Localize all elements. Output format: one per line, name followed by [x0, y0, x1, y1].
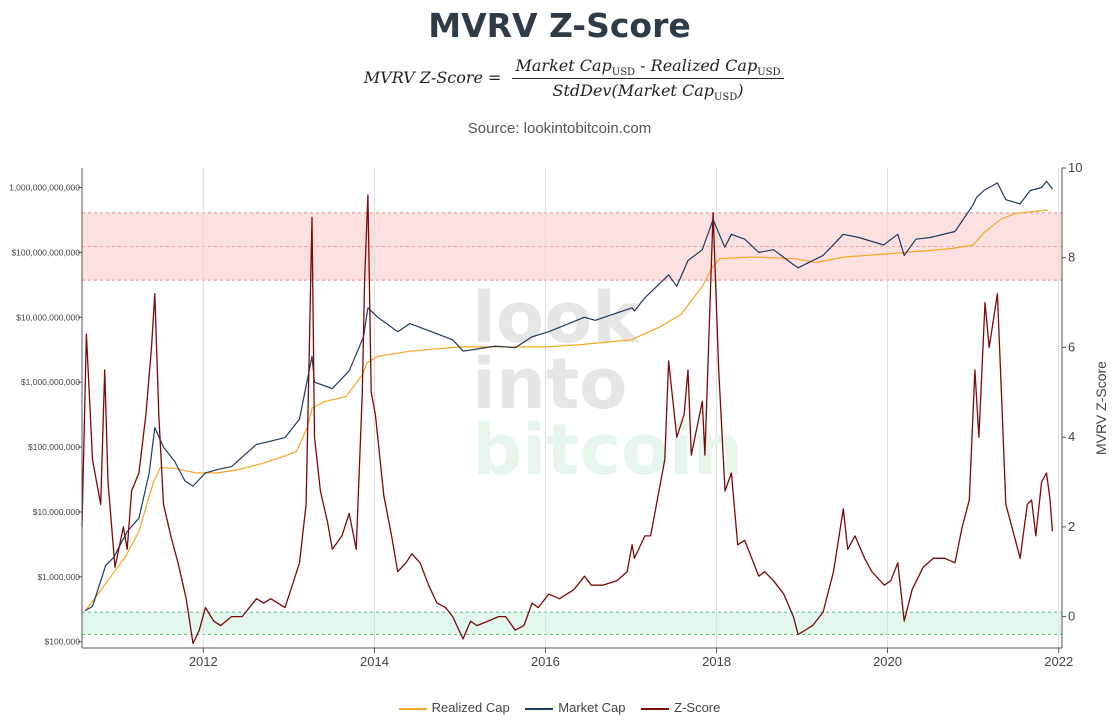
formula-den-close: ): [737, 81, 744, 100]
legend-item-market-cap[interactable]: Market Cap: [525, 700, 626, 715]
x-tick-label-2014: 2014: [360, 654, 389, 669]
chart-source: Source: lookintobitcoin.com: [467, 120, 652, 137]
series-line-z-score: [81, 194, 1054, 645]
formula-equals: =: [488, 68, 502, 87]
formula-num-op: -: [635, 56, 651, 75]
right-axis-label: MVRV Z-Score: [1093, 361, 1109, 455]
y-left-tick-label-5: $10,000,000,000: [16, 312, 80, 322]
series-layer: [81, 180, 1054, 645]
y-left-tick-label-2: $10,000,000: [33, 507, 81, 517]
legend-swatch-market-cap: [525, 707, 554, 710]
legend-label-market-cap: Market Cap: [558, 700, 626, 715]
formula-numerator: Market CapUSD - Realized CapUSD: [512, 56, 784, 78]
y-left-tick-label-4: $1,000,000,000: [21, 377, 80, 387]
legend-label-realized-cap: Realized Cap: [431, 700, 510, 715]
formula-lhs: MVRV Z-Score: [363, 68, 483, 87]
formula-num-a-sub: USD: [611, 67, 636, 79]
y-right-tick-label-5: 10: [1068, 160, 1082, 175]
legend-item-z-score[interactable]: Z-Score: [641, 700, 720, 715]
watermark-look: look: [472, 277, 640, 359]
y-right-tick-label-0: 0: [1068, 609, 1075, 624]
y-right-tick-label-2: 4: [1068, 429, 1075, 444]
formula-denominator: StdDev(Market CapUSD): [512, 81, 784, 103]
formula-den-a: StdDev(Market Cap: [552, 81, 714, 100]
y-right-tick-label-4: 8: [1068, 250, 1075, 265]
y-left-tick-label-6: $100,000,000,000: [11, 247, 80, 257]
zone-high: [82, 212, 1062, 281]
y-left-tick-label-1: $1,000,000: [37, 572, 80, 582]
formula-num-a: Market Cap: [515, 56, 612, 75]
legend-item-realized-cap[interactable]: Realized Cap: [398, 700, 510, 715]
axes-layer: 2012 2014 2016 2018 2020 2022 $100,000 $1,000,0…: [9, 160, 1082, 669]
watermark-into: into: [472, 343, 627, 425]
y-left-tick-label-0: $100,000: [45, 637, 81, 647]
legend-label-z-score: Z-Score: [674, 700, 721, 715]
zone-low: [82, 612, 1062, 635]
y-left-tick-label-3: $100,000,000: [28, 442, 80, 452]
x-tick-label-2020: 2020: [873, 654, 902, 669]
formula-fraction-bar: [512, 78, 784, 79]
legend-swatch-z-score: [641, 707, 670, 710]
x-tick-label-2012: 2012: [189, 654, 218, 669]
series-line-market-cap: [84, 180, 1053, 612]
x-tick-label-2022: 2022: [1044, 654, 1073, 669]
legend: Realized Cap Market Cap Z-Score: [0, 700, 1119, 715]
formula-num-b: Realized Cap: [650, 56, 758, 75]
watermark: look into bitcoin: [472, 277, 743, 491]
formula-num-b-sub: USD: [757, 67, 781, 79]
x-tick-label-2018: 2018: [702, 654, 731, 669]
formula: MVRV Z-Score = Market CapUSD - Realized …: [0, 56, 1119, 106]
y-right-tick-label-3: 6: [1068, 339, 1075, 354]
chart-title: MVRV Z-Score: [428, 6, 691, 45]
watermark-bitcoin: bitcoin: [472, 409, 743, 491]
y-left-tick-label-7: 1,000,000,000,000: [9, 183, 80, 193]
y-right-tick-label-1: 2: [1068, 519, 1075, 534]
x-tick-label-2016: 2016: [531, 654, 560, 669]
legend-swatch-realized-cap: [398, 707, 427, 710]
formula-den-sub: USD: [713, 92, 738, 104]
